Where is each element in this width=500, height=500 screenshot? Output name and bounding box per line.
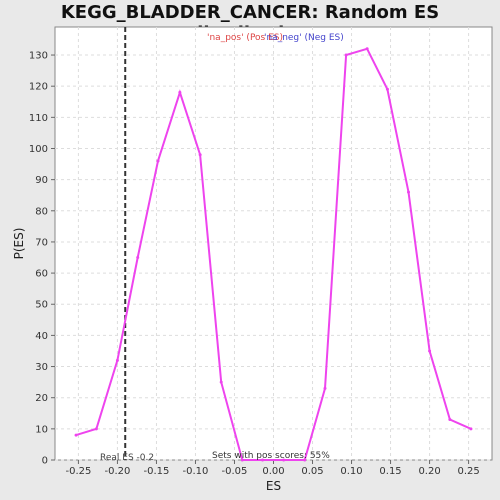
x-tick-label: -0.10 (183, 466, 209, 477)
y-tick-label: 120 (29, 82, 48, 93)
y-tick-label: 60 (35, 269, 48, 280)
x-tick-label: 0.15 (379, 466, 401, 477)
series-point (323, 386, 327, 390)
x-tick-label: 0.25 (457, 466, 479, 477)
y-tick-label: 80 (35, 206, 48, 217)
series-point (115, 358, 119, 362)
real-es-label: Real ES -0.2 (100, 453, 154, 463)
x-tick-label: -0.20 (104, 466, 130, 477)
grid (55, 27, 492, 461)
legend: 'na_pos' (Pos ES) 'na_neg' (Neg ES) (207, 33, 344, 43)
legend-neg-es: 'na_neg' (Neg ES) (264, 33, 344, 43)
y-tick-label: 40 (35, 331, 48, 342)
pos-scores-label: Sets with pos scores: 55% (212, 451, 330, 461)
x-tick-label: -0.15 (144, 466, 170, 477)
x-tick-label: -0.25 (65, 466, 91, 477)
x-tick-label: 0.05 (301, 466, 323, 477)
y-tick-label: 30 (35, 362, 48, 373)
series-point (74, 433, 78, 437)
x-tick-label: -0.05 (222, 466, 248, 477)
series-point (448, 418, 452, 422)
series-point (428, 349, 432, 353)
series-point (94, 427, 98, 431)
x-tick-label: 0.00 (262, 466, 284, 477)
y-tick-label: 10 (35, 424, 48, 435)
y-tick-label: 90 (35, 175, 48, 186)
y-axis-title: P(ES) (12, 228, 26, 260)
series-point (156, 159, 160, 163)
series-point (240, 458, 244, 462)
y-tick-label: 0 (42, 456, 48, 467)
series-point (303, 458, 307, 462)
series-point (219, 380, 223, 384)
series-point (385, 87, 389, 91)
y-tick-label: 100 (29, 144, 48, 155)
series-point (365, 47, 369, 51)
series-point (198, 153, 202, 157)
y-tick-label: 110 (29, 113, 48, 124)
y-tick-label: 20 (35, 393, 48, 404)
x-tick-label: 0.20 (418, 466, 440, 477)
series-point (407, 190, 411, 194)
axes: -0.25 -0.20 -0.15 -0.10 -0.05 0.00 0.05 0.10 0.1… (29, 51, 480, 477)
y-tick-label: 50 (35, 300, 48, 311)
y-tick-label: 130 (29, 51, 48, 62)
series-point (344, 53, 348, 57)
x-axis-title: ES (266, 479, 281, 493)
x-tick-label: 0.10 (340, 466, 362, 477)
series-point (282, 458, 286, 462)
series-point (136, 256, 140, 260)
series-point (178, 90, 182, 94)
legend-pos-es: 'na_pos' (Pos ES) (207, 33, 283, 43)
y-tick-label: 70 (35, 237, 48, 248)
series-point (469, 427, 473, 431)
series-line (75, 47, 472, 461)
series-point (261, 458, 265, 462)
